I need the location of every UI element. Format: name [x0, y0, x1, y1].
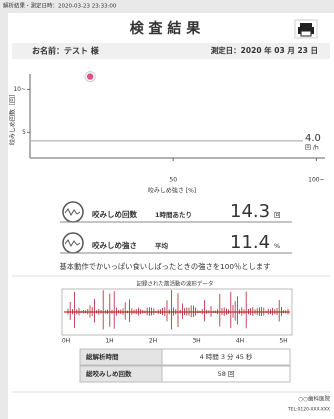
summary-label: 総解析時間 [86, 352, 119, 361]
result-value: 14.3 [230, 201, 270, 222]
measure-date: 測定日：2020 年 03 月 23 日 [211, 45, 318, 55]
result-qualifier: 平均 [155, 241, 169, 250]
wave-tick-label: 1H [105, 338, 113, 345]
tel: TEL:0120-XXX-XXX [287, 407, 330, 413]
wave-tick-label: 5H [279, 338, 287, 345]
reference-unit: 回 /h [305, 144, 319, 151]
result-icon-wave [64, 208, 81, 217]
patient-name: お名前：テスト 様 [32, 46, 100, 56]
result-icon-wave [64, 239, 81, 248]
x-tick-label: 50 [169, 177, 177, 184]
note: 基本動作でかいっぱい食いしばったときの強さを100％とします [60, 262, 271, 271]
waveform: 0H 1H 2H 3H 4H 5H [62, 290, 290, 345]
result-value: 11.4 [230, 232, 270, 253]
wave-tick-label: 0H [62, 338, 70, 345]
y-tick-label: 10~ [13, 86, 26, 93]
wave-tick-label: 4H [236, 338, 244, 345]
name-row [12, 43, 330, 59]
summary-value: 58 回 [218, 370, 235, 378]
result-unit: 回 [274, 211, 281, 219]
clinic: ○○歯科医院 [298, 395, 330, 403]
y-axis-label: 咬みしめ回数［回］ [9, 91, 17, 145]
waveform-title: 記録された筋活動の波形データ [136, 280, 213, 288]
print-button[interactable] [294, 19, 318, 39]
scatter-chart: 5 10~ 50 100~ 4.0回 /h [13, 71, 325, 184]
summary-label: 総咬みしめ回数 [86, 369, 132, 378]
x-tick-label: 100~ [308, 177, 324, 184]
x-axis-label: 咬みしめ強さ [%] [148, 187, 196, 195]
value-cell [161, 365, 291, 383]
result-unit: % [274, 242, 280, 250]
summary-value: 4 時間 3 分 45 秒 [200, 352, 253, 361]
wave-tick-label: 2H [149, 338, 157, 345]
y-tick-label: 5 [22, 129, 26, 136]
point [86, 73, 94, 80]
result-label: 咬みしめ強さ [92, 240, 137, 250]
result-label: 咬みしめ回数 [92, 209, 137, 219]
result-qualifier: 1時間あたり [155, 210, 192, 219]
title: 検 査 結 果 [130, 20, 202, 37]
reference-label: 4.0 [305, 133, 321, 144]
timestamp: 解析結果・測定日時：2020-03-23 23:33:00 [3, 2, 117, 10]
value-cell [161, 348, 291, 366]
wave-tick-label: 3H [192, 338, 200, 345]
